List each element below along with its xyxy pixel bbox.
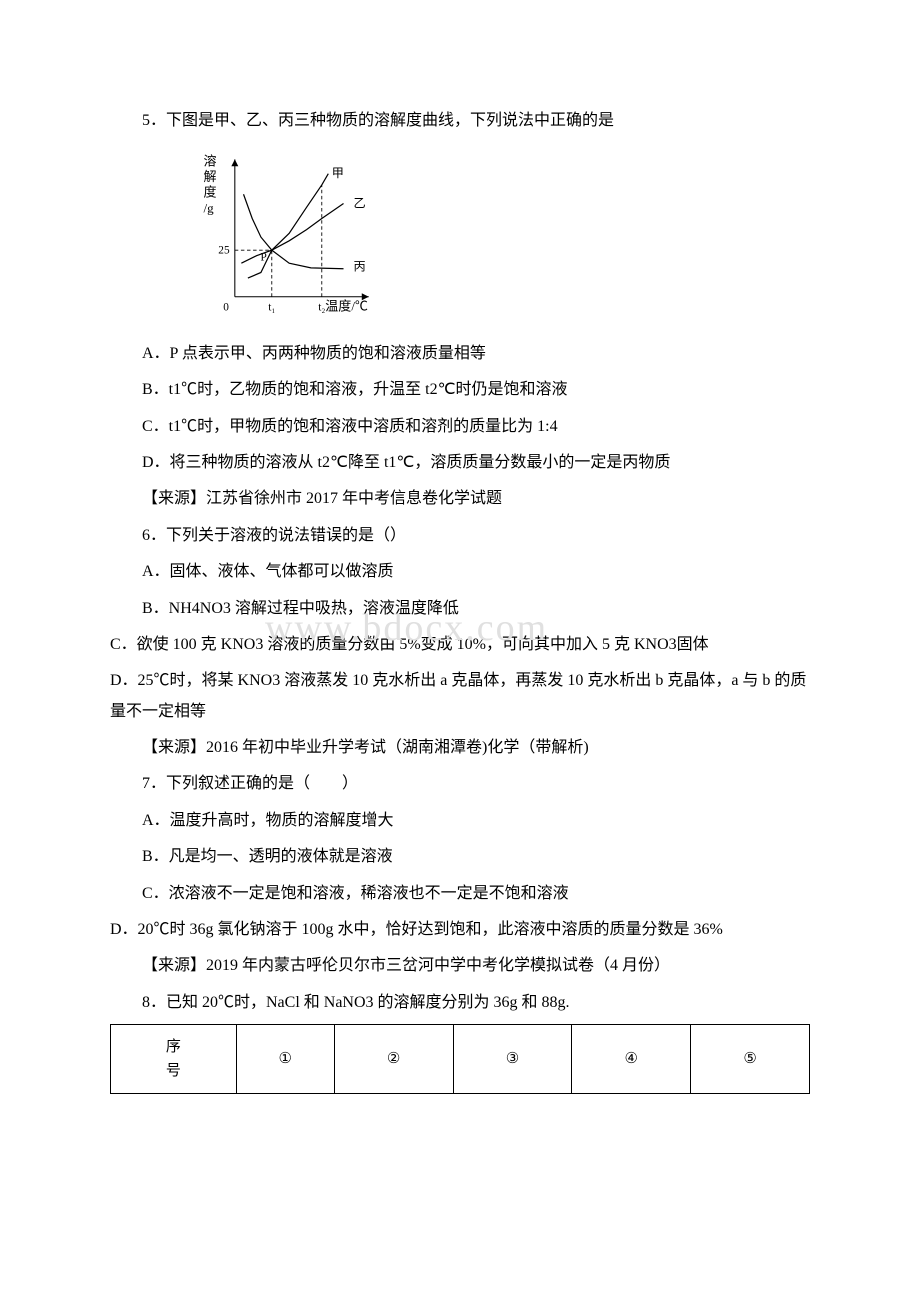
q6-option-d: D．25℃时，将某 KNO3 溶液蒸发 10 克水析出 a 克晶体，再蒸发 10…: [110, 666, 810, 727]
q8-cell-1: ①: [236, 1025, 334, 1094]
q7-option-a: A．温度升高时，物质的溶解度增大: [110, 806, 810, 836]
svg-text:/g: /g: [203, 201, 214, 216]
q5-option-c: C．t1℃时，甲物质的饱和溶液中溶质和溶剂的质量比为 1:4: [110, 412, 810, 442]
q6-option-a: A．固体、液体、气体都可以做溶质: [110, 557, 810, 587]
q7-option-d: D．20℃时 36g 氯化钠溶于 100g 水中，恰好达到饱和，此溶液中溶质的质…: [110, 915, 810, 945]
q6-option-b: B．NH4NO3 溶解过程中吸热，溶液温度降低: [110, 594, 810, 624]
svg-text:乙: 乙: [353, 196, 365, 210]
q6-stem: 6．下列关于溶液的说法错误的是（）: [110, 521, 810, 551]
svg-text:温度/℃: 温度/℃: [325, 299, 368, 314]
q8-cell-4: ④: [572, 1025, 691, 1094]
q8-header-line1: 序: [166, 1039, 181, 1055]
svg-text:溶: 溶: [203, 154, 216, 169]
watermark-host: B．NH4NO3 溶解过程中吸热，溶液温度降低 C．欲使 100 克 KNO3 …: [110, 594, 810, 661]
document-page: 5．下图是甲、乙、丙三种物质的溶解度曲线，下列说法中正确的是 甲乙丙 P 25 t₁ t…: [0, 0, 920, 1154]
svg-text:解: 解: [203, 169, 216, 184]
q5-chart: 甲乙丙 P 25 t₁ t₂ 0 溶解度/g 温度/℃: [187, 144, 810, 330]
svg-text:度: 度: [203, 185, 216, 200]
q8-cell-3: ③: [453, 1025, 572, 1094]
q8-cell-2: ②: [334, 1025, 453, 1094]
svg-text:t₂: t₂: [318, 302, 325, 314]
q5-stem: 5．下图是甲、乙、丙三种物质的溶解度曲线，下列说法中正确的是: [110, 106, 810, 136]
q8-header-cell: 序 号: [111, 1025, 237, 1094]
q6-source: 【来源】2016 年初中毕业升学考试（湖南湘潭卷)化学（带解析): [110, 733, 810, 763]
q5-option-d: D．将三种物质的溶液从 t2℃降至 t1℃，溶质质量分数最小的一定是丙物质: [110, 448, 810, 478]
solubility-curve-chart: 甲乙丙 P 25 t₁ t₂ 0 溶解度/g 温度/℃: [187, 144, 387, 319]
svg-text:t₁: t₁: [268, 302, 275, 314]
q5-option-b: B．t1℃时，乙物质的饱和溶液，升温至 t2℃时仍是饱和溶液: [110, 375, 810, 405]
q7-option-b: B．凡是均一、透明的液体就是溶液: [110, 842, 810, 872]
svg-text:P: P: [260, 252, 266, 264]
svg-text:25: 25: [218, 245, 230, 257]
svg-text:甲: 甲: [332, 167, 344, 181]
q8-cell-5: ⑤: [691, 1025, 810, 1094]
q5-source: 【来源】江苏省徐州市 2017 年中考信息卷化学试题: [110, 484, 810, 514]
table-row: 序 号 ①②③④⑤: [111, 1025, 810, 1094]
q8-header-line2: 号: [166, 1063, 181, 1079]
svg-text:0: 0: [223, 302, 229, 314]
q7-source: 【来源】2019 年内蒙古呼伦贝尔市三岔河中学中考化学模拟试卷（4 月份）: [110, 951, 810, 981]
svg-text:丙: 丙: [353, 260, 365, 274]
q6-option-c: C．欲使 100 克 KNO3 溶液的质量分数由 5%变成 10%，可向其中加入…: [110, 630, 810, 660]
q8-stem: 8．已知 20℃时，NaCl 和 NaNO3 的溶解度分别为 36g 和 88g…: [110, 988, 810, 1018]
q8-table: 序 号 ①②③④⑤: [110, 1024, 810, 1094]
q7-stem: 7．下列叙述正确的是（ ）: [110, 769, 810, 799]
q7-option-c: C．浓溶液不一定是饱和溶液，稀溶液也不一定是不饱和溶液: [110, 879, 810, 909]
q5-option-a: A．P 点表示甲、丙两种物质的饱和溶液质量相等: [110, 339, 810, 369]
